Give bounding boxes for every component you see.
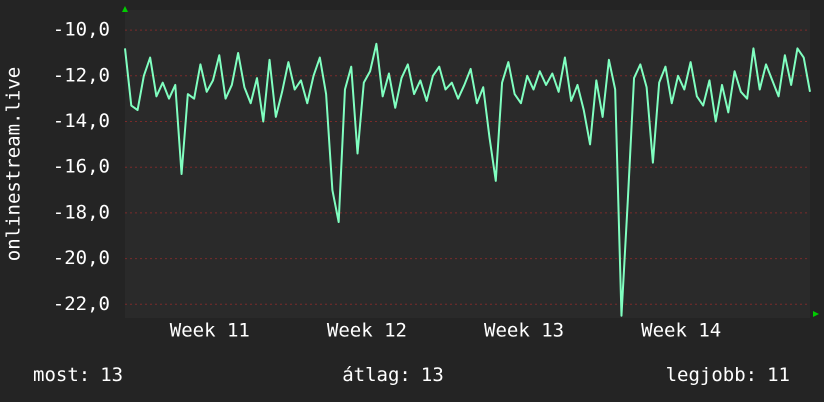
axis-arrow [813,311,819,317]
y-tick-label: -20,0 [53,247,110,269]
stat-value: 13 [100,364,123,386]
y-axis-label: onlinestream.live [3,67,25,261]
x-tick-label: Week 14 [641,320,721,342]
stat-value: 11 [767,364,790,386]
y-tick-label: -16,0 [53,156,110,178]
stat: legjobb: 11 [666,364,790,386]
data-line [124,42,811,317]
axis-arrow [122,6,128,12]
stat-value: 13 [421,364,444,386]
stat-label: most: [33,364,90,386]
y-tick-label: -14,0 [53,110,110,132]
x-tick-label: Week 12 [327,320,407,342]
y-tick-label: -18,0 [53,201,110,223]
stat: most: 13 [33,364,123,386]
stat-label: legjobb: [666,364,758,386]
y-tick-label: -10,0 [53,19,110,41]
y-tick-label: -22,0 [53,293,110,315]
plot-area [125,10,810,318]
stat-label: átlag: [342,364,411,386]
stat: átlag: 13 [342,364,444,386]
x-tick-label: Week 13 [484,320,564,342]
x-tick-label: Week 11 [170,320,250,342]
y-tick-label: -12,0 [53,64,110,86]
